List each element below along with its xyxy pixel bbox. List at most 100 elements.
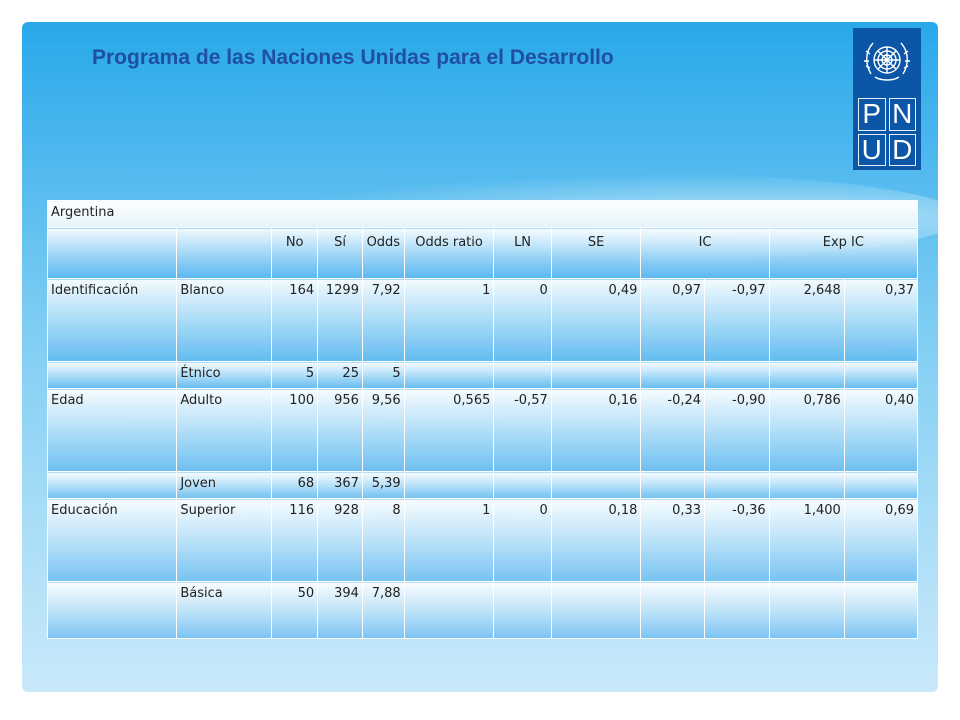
- cell-category: Básica: [176, 581, 273, 639]
- table-row: Identificación Blanco 164 1299 7,92 1 0 …: [46, 278, 919, 362]
- cell-odds-ratio: 0,565: [403, 388, 495, 472]
- table-header-row: No Sí Odds Odds ratio LN SE IC Exp IC: [46, 227, 919, 279]
- cell-exp-low: [768, 471, 845, 499]
- cell-si: 1299: [317, 278, 363, 362]
- cell-ic-high: [704, 471, 770, 499]
- cell-category: Joven: [176, 471, 273, 499]
- cell-no: 5: [271, 361, 319, 389]
- cell-si: 25: [317, 361, 363, 389]
- header-category: [176, 227, 273, 279]
- cell-odds-ratio: [403, 361, 495, 389]
- cell-exp-high: [843, 471, 919, 499]
- cell-ic-low: 0,97: [640, 278, 706, 362]
- cell-ln: -0,57: [493, 388, 552, 472]
- table-row: Edad Adulto 100 956 9,56 0,565 -0,57 0,1…: [46, 388, 919, 472]
- cell-ic-low: 0,33: [640, 498, 706, 582]
- cell-si: 394: [317, 581, 363, 639]
- cell-no: 50: [271, 581, 319, 639]
- cell-se: [550, 471, 642, 499]
- cell-odds-ratio: [403, 581, 495, 639]
- cell-variable: [46, 471, 178, 499]
- cell-odds: 7,88: [361, 581, 405, 639]
- cell-category: Superior: [176, 498, 273, 582]
- header-exp-ic: Exp IC: [768, 227, 919, 279]
- cell-ic-high: -0,90: [704, 388, 770, 472]
- cell-ln: 0: [493, 278, 552, 362]
- cell-odds: 5: [361, 361, 405, 389]
- cell-variable: [46, 361, 178, 389]
- cell-no: 68: [271, 471, 319, 499]
- cell-ic-high: [704, 581, 770, 639]
- cell-se: [550, 361, 642, 389]
- cell-category: Blanco: [176, 278, 273, 362]
- cell-exp-high: 0,40: [843, 388, 919, 472]
- cell-exp-low: 1,400: [768, 498, 845, 582]
- cell-se: [550, 581, 642, 639]
- table-row: Étnico 5 25 5: [46, 361, 919, 389]
- cell-exp-low: 0,786: [768, 388, 845, 472]
- cell-ic-low: [640, 471, 706, 499]
- logo-letter-n: N: [888, 98, 916, 131]
- cell-ic-low: -0,24: [640, 388, 706, 472]
- header-no: No: [271, 227, 319, 279]
- cell-exp-high: 0,69: [843, 498, 919, 582]
- header-odds: Odds: [361, 227, 405, 279]
- undp-letters: P N U D: [858, 98, 916, 166]
- slide-title: Programa de las Naciones Unidas para el …: [92, 46, 614, 69]
- cell-variable: Identificación: [46, 278, 178, 362]
- header-si: Sí: [317, 227, 363, 279]
- table-row-country: Argentina: [47, 200, 918, 228]
- cell-odds-ratio: [403, 471, 495, 499]
- cell-variable: Educación: [46, 498, 178, 582]
- cell-exp-high: [843, 361, 919, 389]
- logo-letter-u: U: [858, 133, 886, 166]
- cell-no: 164: [271, 278, 319, 362]
- cell-exp-low: [768, 581, 845, 639]
- cell-ln: [493, 361, 552, 389]
- cell-ic-high: [704, 361, 770, 389]
- cell-exp-high: 0,37: [843, 278, 919, 362]
- cell-ic-high: -0,97: [704, 278, 770, 362]
- cell-se: 0,49: [550, 278, 642, 362]
- cell-exp-high: [843, 581, 919, 639]
- cell-category: Adulto: [176, 388, 273, 472]
- cell-si: 956: [317, 388, 363, 472]
- cell-odds: 9,56: [361, 388, 405, 472]
- cell-ic-high: -0,36: [704, 498, 770, 582]
- country-label: Argentina: [47, 200, 918, 228]
- cell-odds-ratio: 1: [403, 278, 495, 362]
- cell-ln: 0: [493, 498, 552, 582]
- cell-variable: Edad: [46, 388, 178, 472]
- header-ln: LN: [493, 227, 552, 279]
- table-row: Joven 68 367 5,39: [46, 471, 919, 499]
- cell-ic-low: [640, 361, 706, 389]
- cell-exp-low: [768, 361, 845, 389]
- cell-si: 928: [317, 498, 363, 582]
- cell-odds-ratio: 1: [403, 498, 495, 582]
- cell-odds: 5,39: [361, 471, 405, 499]
- un-emblem-icon: [864, 42, 910, 81]
- cell-no: 100: [271, 388, 319, 472]
- cell-se: 0,18: [550, 498, 642, 582]
- logo-letter-p: P: [858, 98, 886, 131]
- cell-ic-low: [640, 581, 706, 639]
- cell-variable: [46, 581, 178, 639]
- header-odds-ratio: Odds ratio: [403, 227, 495, 279]
- cell-se: 0,16: [550, 388, 642, 472]
- cell-si: 367: [317, 471, 363, 499]
- logo-letter-d: D: [888, 133, 916, 166]
- header-variable: [46, 227, 178, 279]
- table-row: Básica 50 394 7,88: [46, 581, 919, 639]
- cell-no: 116: [271, 498, 319, 582]
- odds-ratio-table: Argentina No Sí Odds Odds ratio LN SE IC…: [46, 200, 919, 639]
- undp-logo: P N U D: [853, 28, 921, 170]
- cell-ln: [493, 471, 552, 499]
- cell-ln: [493, 581, 552, 639]
- cell-category: Étnico: [176, 361, 273, 389]
- table-row: Educación Superior 116 928 8 1 0 0,18 0,…: [46, 498, 919, 582]
- cell-odds: 8: [361, 498, 405, 582]
- cell-odds: 7,92: [361, 278, 405, 362]
- cell-exp-low: 2,648: [768, 278, 845, 362]
- header-se: SE: [550, 227, 642, 279]
- header-ic: IC: [640, 227, 770, 279]
